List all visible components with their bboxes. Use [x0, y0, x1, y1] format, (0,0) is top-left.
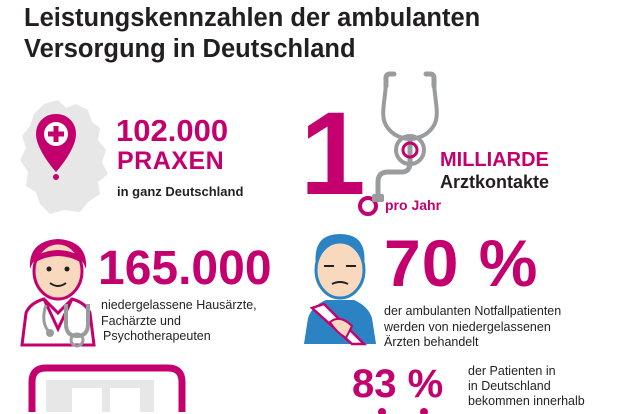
patient-icon [304, 234, 376, 346]
patienten-text: der Patienten in in Deutschland bekommen… [468, 364, 585, 409]
patienten-line-3: bekommen innerhalb [468, 394, 585, 408]
notfall-line-3: Ärzten behandelt [384, 335, 479, 349]
location-pin-icon [36, 114, 76, 180]
patienten-number: 83 % [352, 362, 444, 406]
aerzte-number: 165.000 [98, 242, 272, 295]
praxen-number: 102.000 [116, 113, 229, 148]
clock-icon [28, 364, 186, 412]
patienten-line-2: in Deutschland [468, 379, 551, 393]
stethoscope-icon [372, 71, 439, 202]
aerzte-line-2: Fachärzte und [101, 313, 181, 328]
aerzte-line-1: niedergelassene Hausärzte, [101, 298, 257, 312]
arztkontakte-label: Arztkontakte [440, 172, 550, 192]
title-line-2: Versorgung in Deutschland [24, 35, 356, 63]
notfall-text: der ambulanten Notfallpatienten werden v… [384, 304, 561, 351]
arztkontakte-subtext: pro Jahr [385, 197, 442, 213]
arztkontakte-unit: MILLIARDE [440, 149, 549, 171]
comma-dot [358, 196, 378, 216]
patienten-dots [378, 408, 428, 414]
praxen-unit: PRAXEN [117, 147, 225, 175]
notfall-line-2: werden von niedergelassenen [384, 319, 551, 334]
title-line-1: Leistungskennzahlen der ambulanten [24, 4, 481, 32]
arztkontakte-number: 1 [300, 88, 366, 220]
aerzte-line-3: Psychotherapeuten [103, 329, 211, 343]
notfall-number: 70 % [384, 226, 539, 300]
small-stethoscope-icon [64, 304, 90, 348]
page-title: Leistungskennzahlen der ambulanten Verso… [24, 3, 584, 65]
notfall-line-1: der ambulanten Notfallpatienten [384, 304, 562, 318]
patienten-line-1: der Patienten in [468, 364, 556, 378]
aerzte-text: niedergelassene Hausärzte, Fachärzte und… [101, 298, 257, 345]
praxen-subtext: in ganz Deutschland [117, 184, 244, 199]
